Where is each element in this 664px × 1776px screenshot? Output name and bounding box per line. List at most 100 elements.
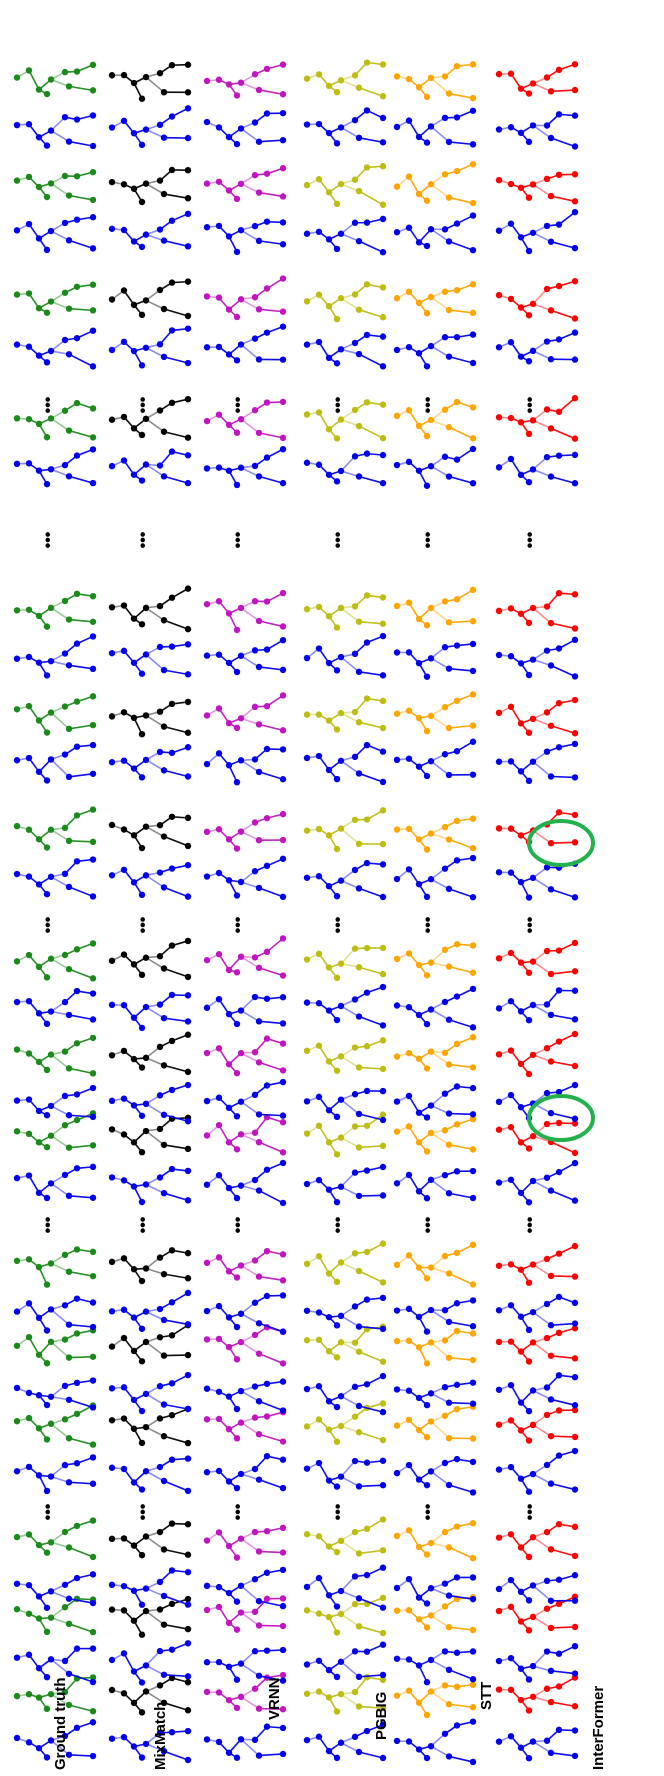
pose-partner-joint bbox=[280, 776, 286, 782]
pose-ground-truth-joint bbox=[90, 1035, 96, 1041]
pose-partner-joint bbox=[572, 1197, 578, 1203]
pose-ground-truth-joint bbox=[90, 87, 96, 93]
pose-partner-joint bbox=[352, 340, 358, 346]
pose-partner-bone bbox=[69, 476, 93, 483]
pose-mixmatch-joint bbox=[139, 199, 145, 205]
pose-partner-joint bbox=[424, 1679, 430, 1685]
pose-interformer-joint bbox=[556, 700, 562, 706]
pose-partner-joint bbox=[226, 1750, 232, 1756]
pose-stt-joint bbox=[416, 836, 422, 842]
pose-partner-joint bbox=[44, 142, 50, 148]
pose-mixmatch-joint bbox=[121, 414, 127, 420]
pose-partner-joint bbox=[139, 1025, 145, 1031]
pose-partner-joint bbox=[109, 226, 115, 232]
pose-partner-bone bbox=[533, 878, 551, 890]
pose-partner-joint bbox=[44, 777, 50, 783]
pose-stt-joint bbox=[394, 1053, 400, 1059]
pose-mixmatch-joint bbox=[169, 62, 175, 68]
pose-partner-joint bbox=[74, 1645, 80, 1651]
pose-stt-joint bbox=[406, 289, 412, 295]
pose-interformer-joint bbox=[556, 1250, 562, 1256]
pose-ground-truth-joint bbox=[36, 1425, 42, 1431]
pose-partner-bone bbox=[449, 1193, 473, 1198]
pose-vrnn-joint bbox=[264, 1248, 270, 1254]
pose-partner-joint bbox=[334, 1114, 340, 1120]
pose-partner-bone bbox=[69, 887, 93, 897]
pose-stt-joint bbox=[454, 818, 460, 824]
frame-interformer-5 bbox=[496, 1243, 578, 1333]
pose-partner-joint bbox=[334, 776, 340, 782]
pose-vrnn-joint bbox=[264, 170, 270, 176]
pose-partner-joint bbox=[518, 1190, 524, 1196]
pose-partner-joint bbox=[572, 1448, 578, 1454]
pose-mixmatch-joint bbox=[131, 1056, 137, 1062]
pose-interformer-joint bbox=[496, 292, 502, 298]
pose-pgbig-joint bbox=[334, 89, 340, 95]
pose-partner-bone bbox=[259, 241, 283, 244]
pose-partner-joint bbox=[548, 1110, 554, 1116]
pose-partner-joint bbox=[90, 143, 96, 149]
pose-ground-truth-joint bbox=[90, 693, 96, 699]
pose-partner-joint bbox=[380, 249, 386, 255]
pose-partner-joint bbox=[90, 1481, 96, 1487]
pose-partner-joint bbox=[157, 1383, 163, 1389]
pose-interformer-joint bbox=[518, 419, 524, 425]
pose-partner-joint bbox=[556, 336, 562, 342]
pose-partner-joint bbox=[380, 1022, 386, 1028]
pose-partner-joint bbox=[14, 871, 20, 877]
pose-interformer-joint bbox=[496, 825, 502, 831]
pose-ground-truth-joint bbox=[44, 1360, 50, 1366]
pose-vrnn-bone bbox=[241, 419, 259, 433]
pose-ground-truth-joint bbox=[48, 956, 54, 962]
pose-partner-joint bbox=[496, 1738, 502, 1744]
pose-partner-joint bbox=[406, 1462, 412, 1468]
pose-partner-joint bbox=[518, 1104, 524, 1110]
pose-partner-joint bbox=[526, 672, 532, 678]
pose-partner-joint bbox=[161, 1015, 167, 1021]
pose-partner-bone bbox=[164, 241, 188, 247]
pose-mixmatch-joint bbox=[169, 400, 175, 406]
pose-interformer-bone bbox=[533, 1537, 551, 1549]
pose-partner-joint bbox=[109, 1174, 115, 1180]
pose-ground-truth-bone bbox=[69, 620, 93, 622]
pose-ground-truth-joint bbox=[36, 1264, 42, 1270]
pose-ground-truth-joint bbox=[62, 408, 68, 414]
pose-partner-joint bbox=[334, 1404, 340, 1410]
pose-partner-joint bbox=[364, 1088, 370, 1094]
ellipsis-interformer-1: ••• bbox=[522, 1216, 539, 1233]
pose-partner-joint bbox=[238, 1388, 244, 1394]
pose-partner-bone bbox=[69, 1755, 93, 1756]
pose-stt-joint bbox=[454, 698, 460, 704]
pose-mixmatch-joint bbox=[143, 1265, 149, 1271]
pose-partner-joint bbox=[161, 667, 167, 673]
pose-mixmatch-joint bbox=[185, 843, 191, 849]
pose-partner-joint bbox=[234, 1677, 240, 1683]
pose-interformer-joint bbox=[508, 825, 514, 831]
pose-partner-joint bbox=[316, 1094, 322, 1100]
pose-partner-joint bbox=[548, 1012, 554, 1018]
pose-partner-joint bbox=[252, 1383, 258, 1389]
pose-pgbig-joint bbox=[356, 306, 362, 312]
pose-partner-joint bbox=[185, 1673, 191, 1679]
pose-partner-joint bbox=[406, 1172, 412, 1178]
pose-partner-joint bbox=[544, 1301, 550, 1307]
pose-ground-truth-joint bbox=[90, 1354, 96, 1360]
pose-partner-joint bbox=[14, 1175, 20, 1181]
pose-pgbig-joint bbox=[380, 945, 386, 951]
pose-partner-joint bbox=[44, 247, 50, 253]
pose-interformer-joint bbox=[572, 278, 578, 284]
pose-partner-bone bbox=[551, 1671, 575, 1674]
pose-mixmatch-joint bbox=[121, 951, 127, 957]
pose-mixmatch-joint bbox=[131, 1348, 137, 1354]
pose-partner-joint bbox=[74, 744, 80, 750]
pose-stt-bone bbox=[431, 1342, 449, 1357]
pose-partner-joint bbox=[470, 668, 476, 674]
pose-partner-bone bbox=[341, 657, 359, 672]
pose-mixmatch-joint bbox=[109, 1417, 115, 1423]
pose-partner-joint bbox=[169, 1456, 175, 1462]
pose-mixmatch-joint bbox=[185, 626, 191, 632]
pose-partner-joint bbox=[470, 1297, 476, 1303]
pose-pgbig-bone bbox=[359, 191, 383, 205]
pose-stt-joint bbox=[416, 1544, 422, 1550]
pose-partner-joint bbox=[26, 1300, 32, 1306]
